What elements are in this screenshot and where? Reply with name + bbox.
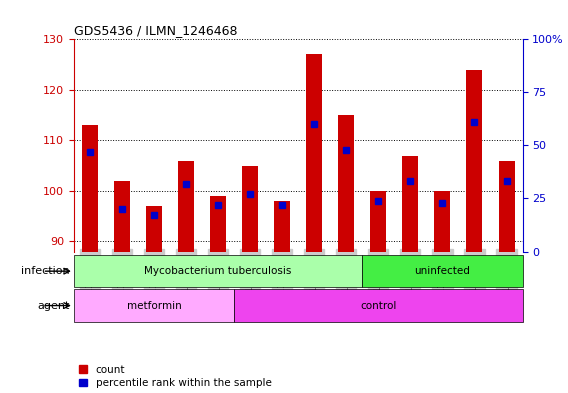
Legend: count, percentile rank within the sample: count, percentile rank within the sample	[79, 365, 272, 388]
Text: agent: agent	[37, 301, 69, 310]
Bar	[74, 289, 234, 322]
Text: metformin: metformin	[127, 301, 181, 310]
Bar	[435, 191, 450, 252]
Text: Mycobacterium tuberculosis: Mycobacterium tuberculosis	[144, 266, 292, 276]
Text: GDS5436 / ILMN_1246468: GDS5436 / ILMN_1246468	[74, 24, 237, 37]
Bar	[339, 115, 354, 252]
Bar	[114, 181, 130, 252]
Bar	[146, 206, 162, 252]
Text: uninfected: uninfected	[415, 266, 470, 276]
Bar	[74, 255, 362, 287]
Bar	[210, 196, 226, 252]
Bar	[362, 255, 523, 287]
Bar	[242, 165, 258, 252]
Bar	[499, 161, 515, 252]
Bar	[234, 289, 523, 322]
Text: infection: infection	[20, 266, 69, 276]
Bar	[402, 156, 419, 252]
Text: control: control	[360, 301, 396, 310]
Bar	[82, 125, 98, 252]
Bar	[370, 191, 386, 252]
Bar	[274, 201, 290, 252]
Bar	[178, 161, 194, 252]
Bar	[466, 70, 482, 252]
Bar	[306, 55, 322, 252]
